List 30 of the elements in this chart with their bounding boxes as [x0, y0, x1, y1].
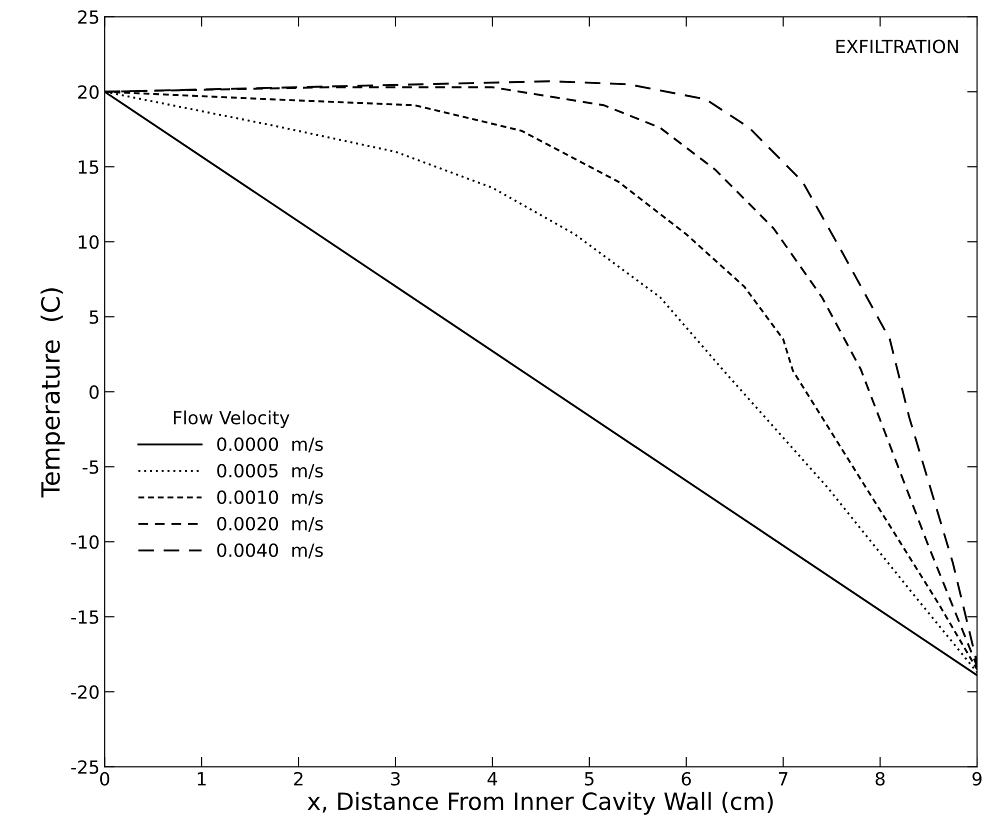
x-tick-label: 8 [876, 772, 885, 786]
y-tick-label: 10 [78, 235, 99, 249]
x-tick-label: 4 [488, 772, 498, 786]
x-tick-label: 3 [391, 772, 400, 786]
y-tick-label: 0 [90, 385, 99, 399]
legend-title: Flow Velocity [174, 410, 290, 428]
y-tick-label: -20 [71, 685, 99, 699]
y-tick-label: 5 [90, 310, 98, 324]
y-tick-label: -25 [71, 760, 98, 774]
legend-label: 0.0010 m/s [217, 490, 323, 506]
y-tick-label: -5 [82, 460, 98, 474]
x-tick-label: 0 [100, 772, 110, 786]
annotation: EXFILTRATION [836, 40, 958, 54]
y-tick-label: -10 [71, 535, 99, 549]
y-tick-label: 15 [78, 160, 98, 174]
legend-label: 0.0020 m/s [217, 516, 323, 532]
x-tick-label: 6 [682, 772, 691, 786]
legend-label: 0.0005 m/s [217, 464, 323, 479]
x-axis-title: x, Distance From Inner Cavity Wall (cm) [308, 792, 773, 815]
x-tick-label: 5 [584, 772, 594, 786]
legend-label: 0.0040 m/s [217, 543, 323, 558]
y-tick-label: 20 [78, 85, 99, 99]
y-axis-title: Temperature (C) [40, 288, 65, 498]
x-tick-label: 9 [972, 772, 982, 786]
legend-label: 0.0000 m/s [217, 437, 323, 452]
y-tick-label: -15 [71, 610, 98, 624]
x-tick-label: 2 [294, 772, 302, 786]
x-tick-label: 1 [198, 772, 206, 786]
x-tick-label: 7 [778, 772, 788, 786]
y-tick-label: 25 [78, 10, 98, 24]
